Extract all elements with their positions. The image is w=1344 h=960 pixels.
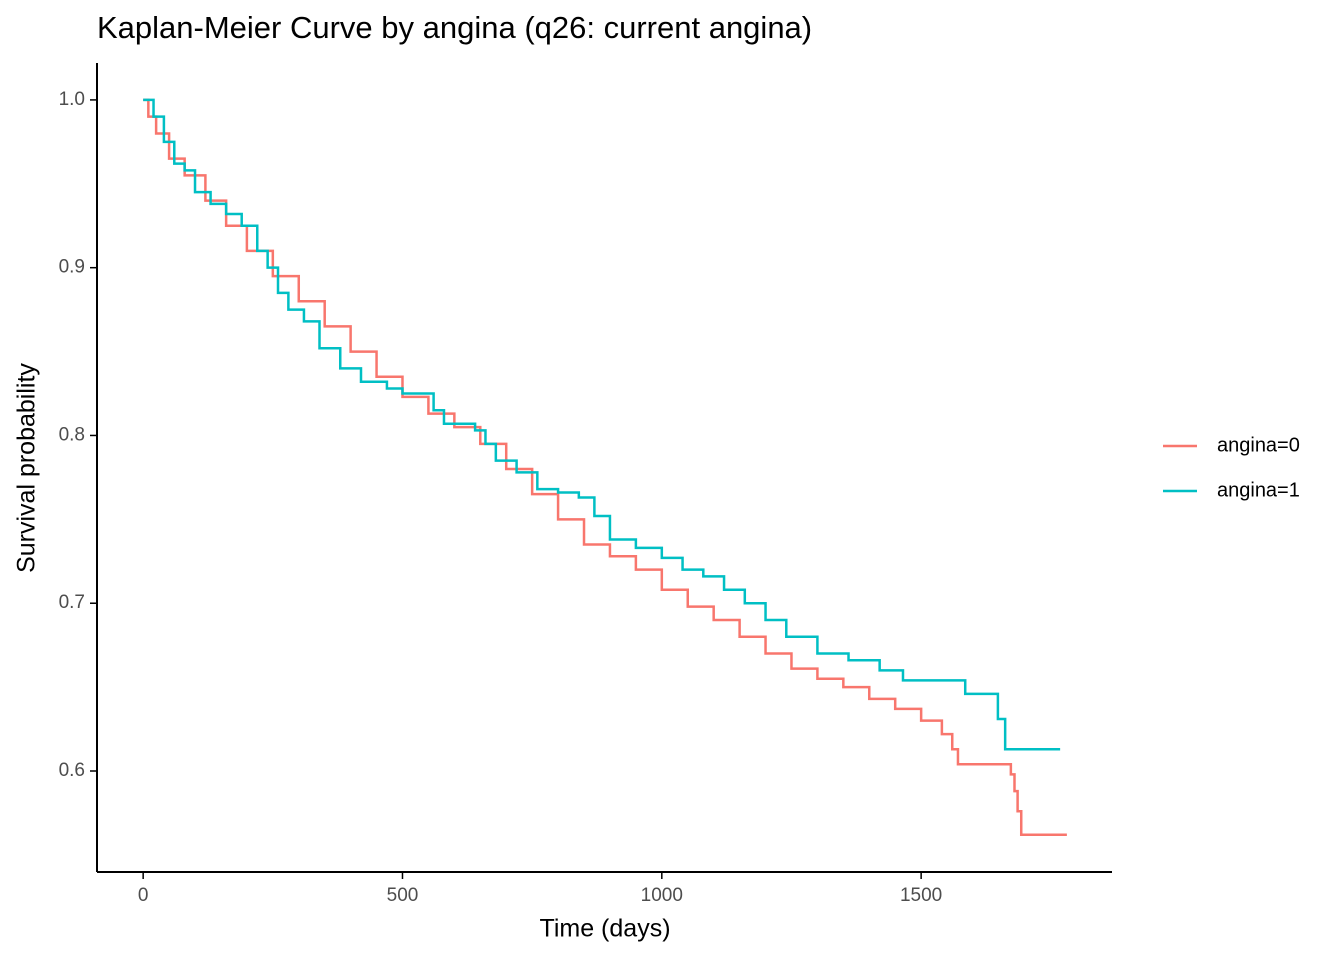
- x-tick-label: 1000: [641, 885, 683, 906]
- y-tick-label: 1.0: [59, 89, 85, 110]
- x-axis-label: Time (days): [539, 915, 670, 943]
- survival-curve: [143, 98, 1067, 837]
- survival-curve: [143, 98, 1061, 751]
- y-axis-label: Survival probability: [13, 363, 41, 573]
- y-tick-label: 0.7: [59, 592, 85, 613]
- x-tick-label: 500: [387, 885, 419, 906]
- x-tick-label: 1500: [900, 885, 942, 906]
- legend-label: angina=1: [1217, 479, 1300, 501]
- chart-title: Kaplan-Meier Curve by angina (q26: curre…: [97, 10, 812, 45]
- y-tick-label: 0.6: [59, 760, 85, 781]
- x-tick-label: 0: [138, 885, 149, 906]
- y-tick-label: 0.9: [59, 257, 85, 278]
- legend-label: angina=0: [1217, 434, 1300, 456]
- y-tick-label: 0.8: [59, 424, 85, 445]
